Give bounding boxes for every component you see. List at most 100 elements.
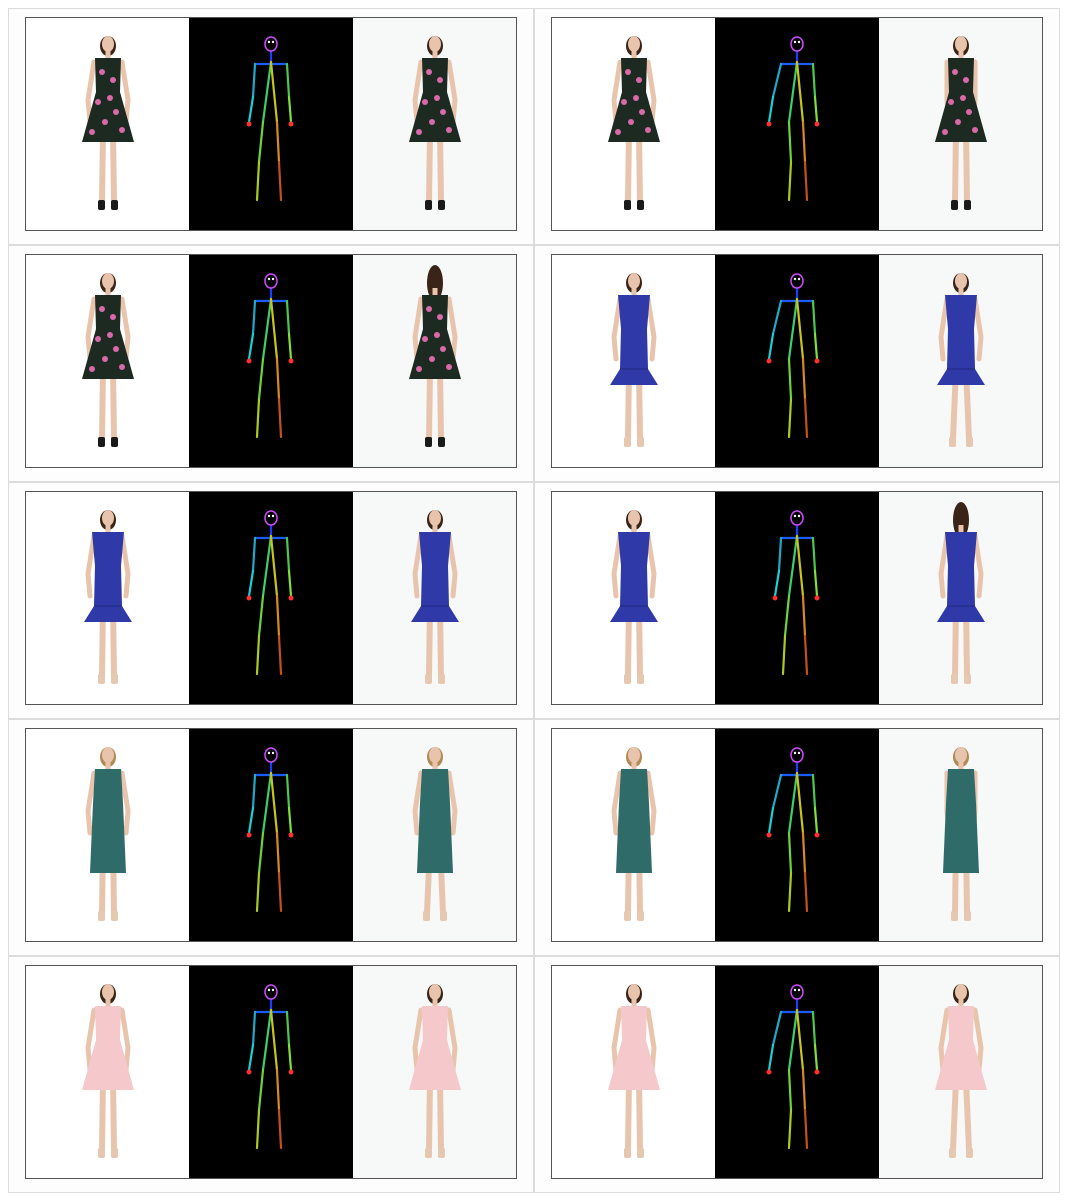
limb-segment — [256, 397, 261, 439]
hand-keypoint — [772, 595, 778, 601]
limb-segment — [252, 62, 257, 99]
limb-segment — [804, 397, 809, 439]
image-triplet — [25, 965, 517, 1179]
left-arm — [412, 296, 424, 362]
neck — [105, 288, 111, 295]
right-leg — [636, 1077, 643, 1153]
face — [628, 510, 640, 526]
right-shoe — [637, 437, 644, 447]
right-arm — [446, 770, 458, 836]
left-leg — [949, 1077, 959, 1153]
left-leg — [99, 1077, 106, 1153]
hand-keypoint — [766, 832, 772, 838]
neck — [631, 51, 637, 58]
generated-image — [352, 492, 516, 704]
right-shoe — [963, 674, 971, 684]
hair — [426, 265, 443, 301]
image-triplet — [551, 17, 1043, 231]
hand-keypoint — [766, 1069, 772, 1075]
model-figure — [608, 984, 660, 1158]
face — [628, 984, 640, 1000]
image-triplet — [25, 17, 517, 231]
floral-print — [415, 366, 422, 372]
floral-print — [962, 77, 969, 83]
limb-segment — [270, 297, 279, 361]
neck — [958, 288, 964, 295]
eye-keypoint — [798, 751, 801, 755]
limb-segment — [796, 60, 805, 124]
limb-segment — [258, 831, 265, 875]
limb-segment — [262, 534, 273, 598]
limb-segment — [248, 1043, 255, 1072]
eye-keypoint — [268, 988, 271, 992]
limb-segment — [802, 831, 807, 875]
floral-print — [95, 336, 101, 342]
target-pose-map — [715, 492, 879, 704]
limb-segment — [774, 569, 781, 598]
face — [428, 747, 441, 763]
hand-keypoint — [288, 121, 294, 127]
limb-segment — [270, 60, 279, 124]
model-figure — [410, 510, 459, 684]
floral-print — [433, 332, 440, 338]
hand-keypoint — [814, 595, 820, 601]
target-pose-map — [189, 966, 353, 1178]
result-grid — [8, 8, 1060, 1194]
face-keypoints — [790, 747, 805, 763]
right-leg — [636, 129, 643, 205]
limb-segment — [288, 1043, 293, 1072]
left-shoe — [424, 674, 432, 684]
face — [954, 36, 967, 52]
generated-image — [878, 255, 1042, 467]
neck — [631, 525, 637, 532]
limb-segment — [768, 1043, 775, 1072]
left-shoe — [624, 1148, 631, 1158]
right-shoe — [111, 437, 118, 447]
left-arm — [412, 770, 424, 836]
neck — [105, 999, 111, 1006]
face-keypoints — [264, 273, 279, 289]
limb-segment — [258, 594, 265, 638]
floral-print — [636, 77, 642, 83]
right-arm — [972, 533, 984, 599]
eye-keypoint — [268, 40, 271, 44]
hand-keypoint — [814, 1069, 820, 1075]
source-image — [26, 492, 190, 704]
neck — [631, 999, 637, 1006]
dress — [942, 769, 979, 873]
limb-segment — [248, 332, 255, 361]
result-cell — [8, 719, 534, 956]
generated-image — [878, 966, 1042, 1178]
floral-print — [428, 356, 435, 362]
image-triplet — [551, 491, 1043, 705]
limb-segment — [812, 62, 817, 99]
left-arm — [611, 533, 623, 599]
face-keypoints — [264, 510, 279, 526]
floral-print — [107, 95, 113, 101]
limb-segment — [784, 594, 791, 638]
neck — [958, 51, 964, 58]
hand-keypoint — [814, 121, 820, 127]
dress — [82, 1006, 134, 1090]
left-shoe — [422, 911, 430, 921]
left-leg — [625, 129, 632, 205]
limb-segment — [262, 297, 273, 361]
right-shoe — [111, 200, 118, 210]
floral-print — [947, 99, 954, 105]
neck — [105, 762, 111, 769]
limb-segment — [256, 634, 261, 676]
floral-print — [625, 69, 631, 75]
floral-print — [110, 314, 116, 320]
target-pose-map — [715, 966, 879, 1178]
floral-print — [113, 346, 119, 352]
limb-segment — [286, 773, 291, 810]
face — [428, 984, 441, 1000]
right-shoe — [111, 911, 118, 921]
right-shoe — [637, 911, 644, 921]
dress — [936, 532, 985, 622]
left-arm — [938, 1007, 950, 1073]
generated-image — [878, 18, 1042, 230]
right-leg — [436, 366, 444, 442]
pose-skeleton — [246, 36, 294, 202]
neck — [432, 51, 438, 58]
